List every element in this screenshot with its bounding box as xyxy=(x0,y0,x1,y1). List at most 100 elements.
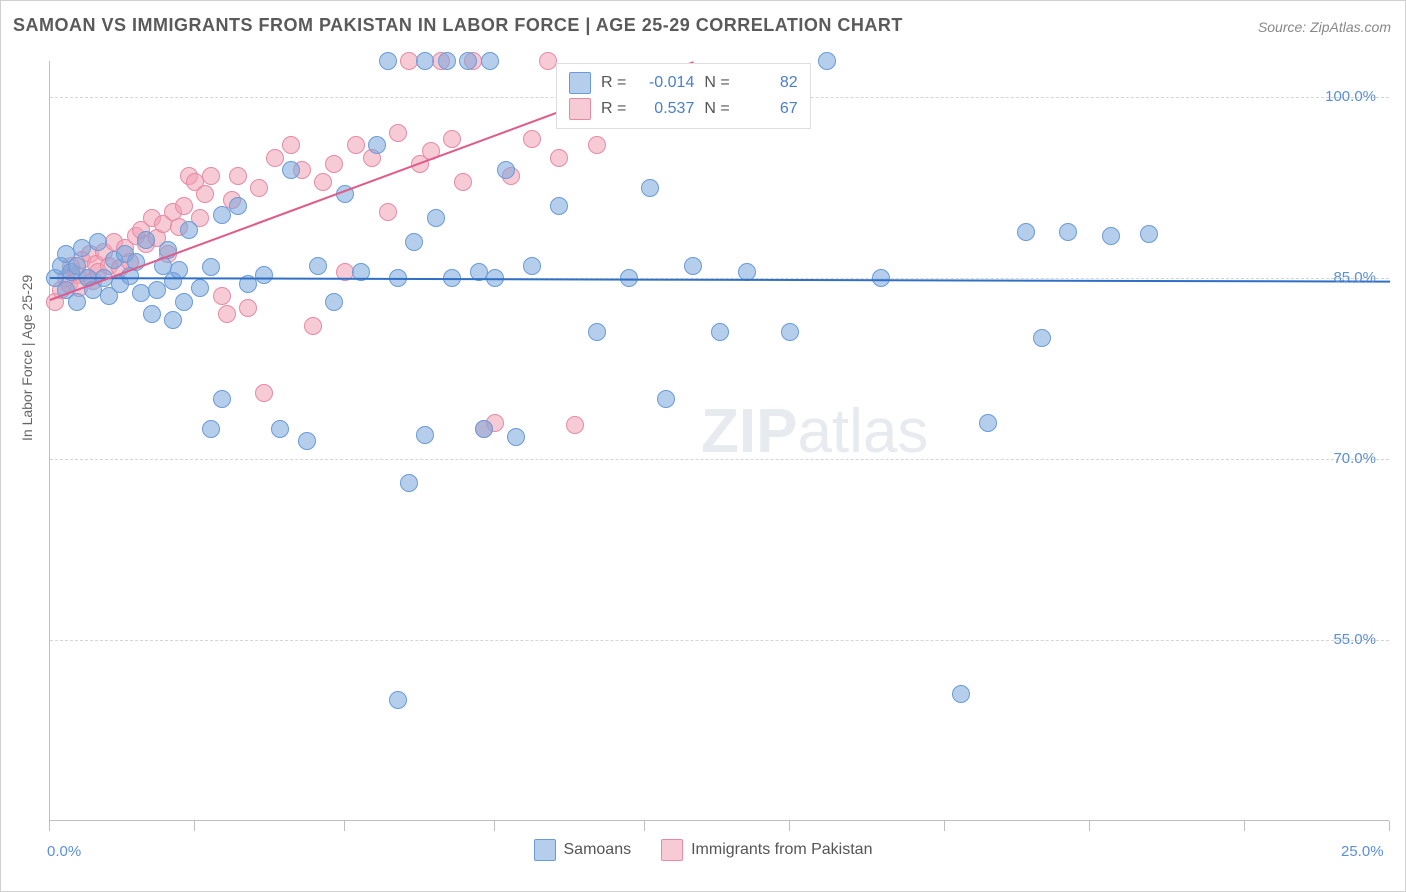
x-tick xyxy=(944,821,945,831)
r-value-samoans: -0.014 xyxy=(636,74,694,92)
data-point-pakistan xyxy=(389,124,407,142)
plot-area xyxy=(49,61,1389,821)
data-point-samoans xyxy=(641,179,659,197)
data-point-samoans xyxy=(416,426,434,444)
data-point-samoans xyxy=(368,136,386,154)
data-point-samoans xyxy=(170,261,188,279)
data-point-samoans xyxy=(213,390,231,408)
data-point-samoans xyxy=(979,414,997,432)
y-tick-label: 85.0% xyxy=(1333,269,1376,286)
data-point-pakistan xyxy=(379,203,397,221)
data-point-pakistan xyxy=(550,149,568,167)
data-point-pakistan xyxy=(175,197,193,215)
y-tick-label: 55.0% xyxy=(1333,631,1376,648)
data-point-samoans xyxy=(379,52,397,70)
y-tick-label: 100.0% xyxy=(1325,88,1376,105)
data-point-samoans xyxy=(175,293,193,311)
data-point-samoans xyxy=(325,293,343,311)
y-axis-label: In Labor Force | Age 25-29 xyxy=(19,275,35,441)
data-point-samoans xyxy=(191,279,209,297)
data-point-samoans xyxy=(213,206,231,224)
data-point-pakistan xyxy=(539,52,557,70)
bottom-legend: Samoans Immigrants from Pakistan xyxy=(1,839,1405,861)
data-point-samoans xyxy=(711,323,729,341)
x-tick xyxy=(194,821,195,831)
data-point-samoans xyxy=(405,233,423,251)
data-point-pakistan xyxy=(255,384,273,402)
data-point-samoans xyxy=(781,323,799,341)
data-point-samoans xyxy=(438,52,456,70)
n-label: N = xyxy=(704,100,729,118)
x-tick-label-start: 0.0% xyxy=(47,843,81,860)
data-point-samoans xyxy=(137,231,155,249)
chart-title: SAMOAN VS IMMIGRANTS FROM PAKISTAN IN LA… xyxy=(13,15,903,36)
data-point-samoans xyxy=(309,257,327,275)
source-attribution: Source: ZipAtlas.com xyxy=(1258,19,1391,35)
stats-row-pakistan: R = 0.537 N = 67 xyxy=(569,96,798,122)
data-point-pakistan xyxy=(196,185,214,203)
data-point-samoans xyxy=(389,691,407,709)
r-label: R = xyxy=(601,100,626,118)
data-point-samoans xyxy=(298,432,316,450)
data-point-pakistan xyxy=(239,299,257,317)
data-point-samoans xyxy=(68,293,86,311)
y-tick-label: 70.0% xyxy=(1333,450,1376,467)
data-point-pakistan xyxy=(218,305,236,323)
legend-item-pakistan: Immigrants from Pakistan xyxy=(661,839,872,861)
data-point-pakistan xyxy=(588,136,606,154)
data-point-pakistan xyxy=(443,130,461,148)
data-point-samoans xyxy=(202,258,220,276)
data-point-samoans xyxy=(657,390,675,408)
data-point-samoans xyxy=(1017,223,1035,241)
x-tick xyxy=(49,821,50,831)
data-point-samoans xyxy=(523,257,541,275)
data-point-pakistan xyxy=(314,173,332,191)
data-point-pakistan xyxy=(325,155,343,173)
data-point-samoans xyxy=(427,209,445,227)
legend-label-pakistan: Immigrants from Pakistan xyxy=(691,841,872,859)
x-tick-label-end: 25.0% xyxy=(1341,843,1384,860)
data-point-samoans xyxy=(818,52,836,70)
x-tick xyxy=(344,821,345,831)
data-point-samoans xyxy=(229,197,247,215)
r-label: R = xyxy=(601,74,626,92)
swatch-pakistan xyxy=(569,98,591,120)
legend-label-samoans: Samoans xyxy=(564,841,632,859)
x-tick xyxy=(1244,821,1245,831)
data-point-samoans xyxy=(89,233,107,251)
x-tick xyxy=(789,821,790,831)
data-point-samoans xyxy=(255,266,273,284)
data-point-samoans xyxy=(282,161,300,179)
data-point-samoans xyxy=(143,305,161,323)
data-point-samoans xyxy=(180,221,198,239)
data-point-samoans xyxy=(1059,223,1077,241)
data-point-pakistan xyxy=(202,167,220,185)
data-point-samoans xyxy=(132,284,150,302)
data-point-pakistan xyxy=(523,130,541,148)
data-point-samoans xyxy=(271,420,289,438)
data-point-pakistan xyxy=(566,416,584,434)
gridline-h xyxy=(50,640,1389,641)
legend-swatch-pakistan xyxy=(661,839,683,861)
n-value-pakistan: 67 xyxy=(740,100,798,118)
data-point-samoans xyxy=(481,52,499,70)
r-value-pakistan: 0.537 xyxy=(636,100,694,118)
data-point-samoans xyxy=(148,281,166,299)
data-point-pakistan xyxy=(266,149,284,167)
correlation-stats-box: R = -0.014 N = 82 R = 0.537 N = 67 xyxy=(556,63,811,129)
swatch-samoans xyxy=(569,72,591,94)
x-tick xyxy=(1389,821,1390,831)
data-point-pakistan xyxy=(282,136,300,154)
legend-swatch-samoans xyxy=(534,839,556,861)
data-point-samoans xyxy=(1033,329,1051,347)
legend-item-samoans: Samoans xyxy=(534,839,632,861)
data-point-pakistan xyxy=(347,136,365,154)
n-value-samoans: 82 xyxy=(740,74,798,92)
data-point-samoans xyxy=(416,52,434,70)
data-point-samoans xyxy=(400,474,418,492)
data-point-samoans xyxy=(202,420,220,438)
data-point-samoans xyxy=(507,428,525,446)
data-point-samoans xyxy=(550,197,568,215)
data-point-samoans xyxy=(684,257,702,275)
data-point-pakistan xyxy=(304,317,322,335)
